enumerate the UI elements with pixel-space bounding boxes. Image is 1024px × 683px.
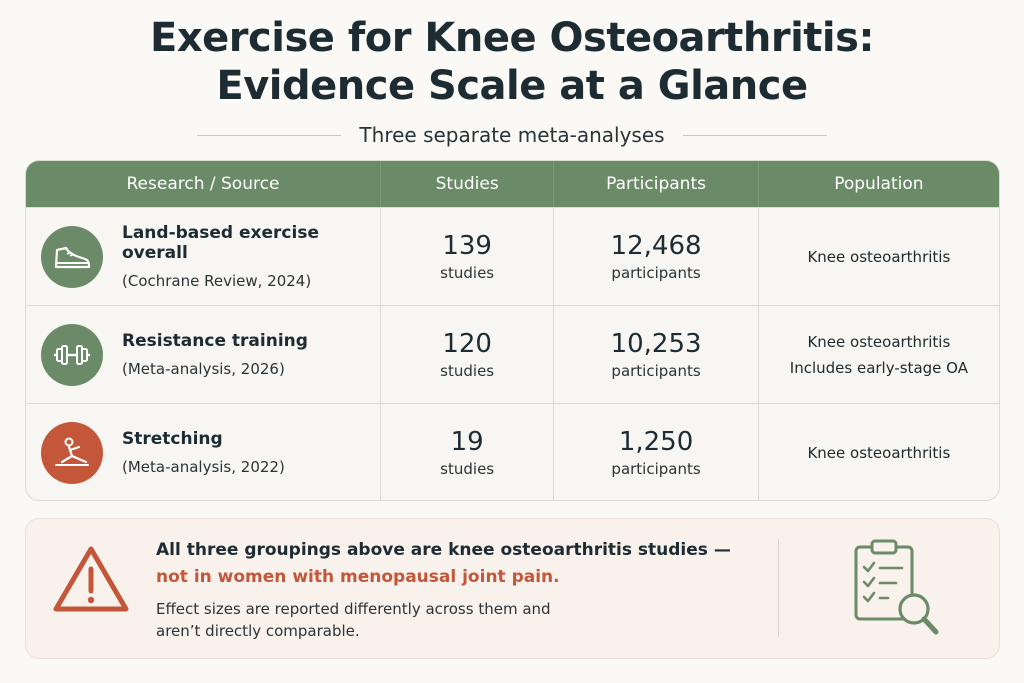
subtitle: Three separate meta-analyses xyxy=(359,123,665,147)
source-name: Stretching xyxy=(122,429,223,449)
table-row: Land-based exercise overall (Cochrane Re… xyxy=(26,207,999,305)
studies-count: 19 xyxy=(450,427,484,457)
population-text: Knee osteoarthritis xyxy=(807,332,951,351)
table-row: Resistance training (Meta-analysis, 2026… xyxy=(26,305,999,403)
dumbbell-icon xyxy=(41,323,103,386)
participants-count: 12,468 xyxy=(610,231,702,261)
title-line-2: Evidence Scale at a Glance xyxy=(216,63,808,109)
participants-unit: participants xyxy=(611,460,701,478)
studies-unit: studies xyxy=(440,460,495,478)
column-header-participants: Participants xyxy=(554,161,759,207)
caveat-note: Effect sizes are reported differently ac… xyxy=(156,600,551,640)
population-cell: Knee osteoarthritis xyxy=(759,404,999,500)
studies-cell: 120 studies xyxy=(381,306,555,403)
source-reference: (Meta-analysis, 2022) xyxy=(122,458,285,476)
studies-unit: studies xyxy=(440,362,495,380)
source-reference: (Cochrane Review, 2024) xyxy=(122,272,312,290)
population-text: Knee osteoarthritis xyxy=(807,443,951,462)
column-header-source: Research / Source xyxy=(26,161,381,207)
participants-cell: 12,468 participants xyxy=(554,208,759,305)
source-cell: Resistance training (Meta-analysis, 2026… xyxy=(26,306,381,403)
participants-unit: participants xyxy=(611,362,701,380)
page-title: Exercise for Knee Osteoarthritis: Eviden… xyxy=(0,14,1024,110)
caveat-highlight: not in women with menopausal joint pain. xyxy=(156,567,560,587)
source-name: Resistance training xyxy=(122,331,308,351)
studies-count: 120 xyxy=(442,329,492,359)
studies-count: 139 xyxy=(442,231,492,261)
shoe-icon xyxy=(41,225,103,288)
population-text: Knee osteoarthritis xyxy=(807,247,951,266)
source-cell: Stretching (Meta-analysis, 2022) xyxy=(26,404,381,500)
source-name: Land-based exercise overall xyxy=(122,223,319,263)
studies-cell: 19 studies xyxy=(381,404,555,500)
table-header: Research / Source Studies Participants P… xyxy=(26,161,999,207)
table-row: Stretching (Meta-analysis, 2022) 19 stud… xyxy=(26,403,999,500)
studies-cell: 139 studies xyxy=(381,208,555,305)
population-cell: Knee osteoarthritis xyxy=(759,208,999,305)
participants-unit: participants xyxy=(611,264,701,282)
clipboard-search-icon xyxy=(844,537,944,645)
participants-count: 1,250 xyxy=(618,427,694,457)
evidence-table: Research / Source Studies Participants P… xyxy=(25,160,1000,501)
source-reference: (Meta-analysis, 2026) xyxy=(122,360,285,378)
warning-triangle-icon xyxy=(52,545,130,619)
population-note: Includes early-stage OA xyxy=(789,358,968,377)
source-cell: Land-based exercise overall (Cochrane Re… xyxy=(26,208,381,305)
subtitle-rule-right xyxy=(682,134,827,136)
subtitle-row: Three separate meta-analyses xyxy=(0,120,1024,150)
caveat-callout: All three groupings above are knee osteo… xyxy=(25,518,1000,659)
callout-divider xyxy=(778,539,779,637)
participants-count: 10,253 xyxy=(610,329,702,359)
studies-unit: studies xyxy=(440,264,495,282)
caveat-line-1: All three groupings above are knee osteo… xyxy=(156,540,731,560)
column-header-studies: Studies xyxy=(381,161,555,207)
population-cell: Knee osteoarthritis Includes early-stage… xyxy=(759,306,999,403)
participants-cell: 10,253 participants xyxy=(554,306,759,403)
participants-cell: 1,250 participants xyxy=(554,404,759,500)
subtitle-rule-left xyxy=(197,134,342,136)
column-header-population: Population xyxy=(834,174,924,194)
stretching-person-icon xyxy=(41,421,103,484)
title-line-1: Exercise for Knee Osteoarthritis: xyxy=(150,15,874,61)
